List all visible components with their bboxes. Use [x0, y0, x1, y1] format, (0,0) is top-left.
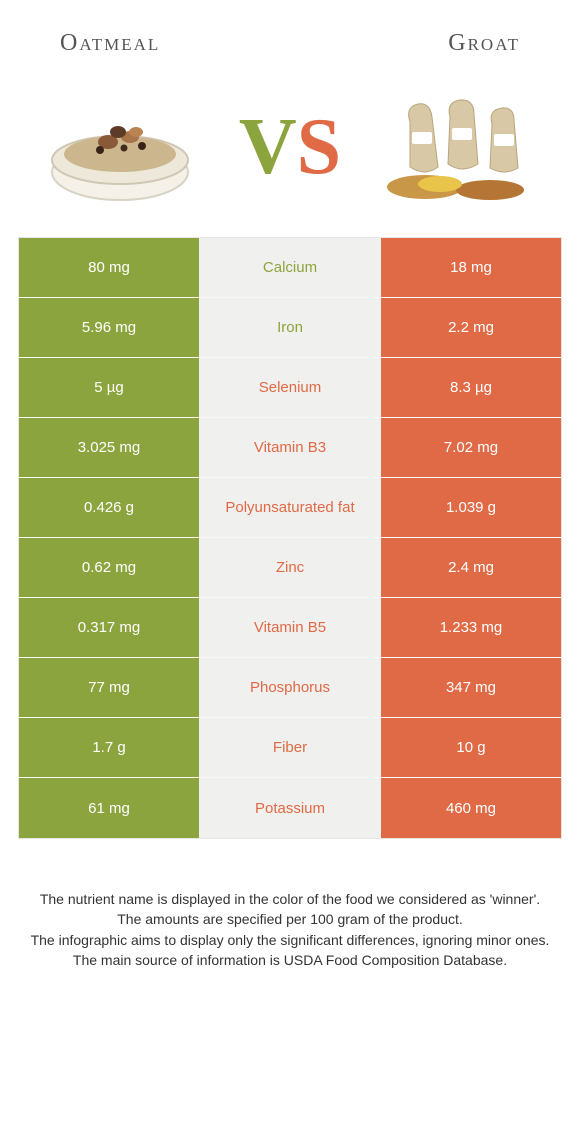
footer-line: The main source of information is USDA F…	[28, 950, 552, 970]
nutrient-label: Zinc	[199, 538, 381, 597]
right-value: 18 mg	[381, 238, 561, 297]
comparison-table: 80 mgCalcium18 mg5.96 mgIron2.2 mg5 µgSe…	[18, 237, 562, 839]
nutrient-label: Vitamin B3	[199, 418, 381, 477]
left-value: 77 mg	[19, 658, 199, 717]
nutrient-label: Vitamin B5	[199, 598, 381, 657]
left-value: 3.025 mg	[19, 418, 199, 477]
footer-line: The infographic aims to display only the…	[28, 930, 552, 950]
left-value: 0.426 g	[19, 478, 199, 537]
right-value: 1.039 g	[381, 478, 561, 537]
right-value: 2.4 mg	[381, 538, 561, 597]
right-value: 2.2 mg	[381, 298, 561, 357]
oatmeal-image	[40, 82, 200, 212]
nutrient-label: Iron	[199, 298, 381, 357]
table-row: 61 mgPotassium460 mg	[19, 778, 561, 838]
right-food-title: Groat	[448, 30, 520, 57]
table-row: 1.7 gFiber10 g	[19, 718, 561, 778]
right-value: 460 mg	[381, 778, 561, 838]
right-value: 7.02 mg	[381, 418, 561, 477]
right-value: 347 mg	[381, 658, 561, 717]
nutrient-label: Potassium	[199, 778, 381, 838]
right-value: 8.3 µg	[381, 358, 561, 417]
nutrient-label: Phosphorus	[199, 658, 381, 717]
footer-line: The nutrient name is displayed in the co…	[28, 889, 552, 909]
table-row: 5.96 mgIron2.2 mg	[19, 298, 561, 358]
table-row: 0.62 mgZinc2.4 mg	[19, 538, 561, 598]
left-value: 5.96 mg	[19, 298, 199, 357]
table-row: 77 mgPhosphorus347 mg	[19, 658, 561, 718]
table-row: 0.426 gPolyunsaturated fat1.039 g	[19, 478, 561, 538]
left-value: 0.317 mg	[19, 598, 199, 657]
right-value: 10 g	[381, 718, 561, 777]
table-row: 0.317 mgVitamin B51.233 mg	[19, 598, 561, 658]
table-row: 80 mgCalcium18 mg	[19, 238, 561, 298]
left-food-title: Oatmeal	[60, 30, 160, 57]
vs-v: V	[239, 102, 297, 193]
header: Oatmeal Groat	[0, 0, 580, 67]
nutrient-label: Fiber	[199, 718, 381, 777]
nutrient-label: Calcium	[199, 238, 381, 297]
table-row: 5 µgSelenium8.3 µg	[19, 358, 561, 418]
footer-line: The amounts are specified per 100 gram o…	[28, 909, 552, 929]
right-value: 1.233 mg	[381, 598, 561, 657]
left-value: 80 mg	[19, 238, 199, 297]
vs-label: VS	[239, 102, 341, 193]
images-row: VS	[0, 67, 580, 237]
footer-notes: The nutrient name is displayed in the co…	[28, 889, 552, 970]
groat-image	[380, 82, 540, 212]
left-value: 0.62 mg	[19, 538, 199, 597]
left-value: 61 mg	[19, 778, 199, 838]
table-row: 3.025 mgVitamin B37.02 mg	[19, 418, 561, 478]
nutrient-label: Selenium	[199, 358, 381, 417]
nutrient-label: Polyunsaturated fat	[199, 478, 381, 537]
vs-s: S	[297, 102, 342, 193]
left-value: 1.7 g	[19, 718, 199, 777]
left-value: 5 µg	[19, 358, 199, 417]
